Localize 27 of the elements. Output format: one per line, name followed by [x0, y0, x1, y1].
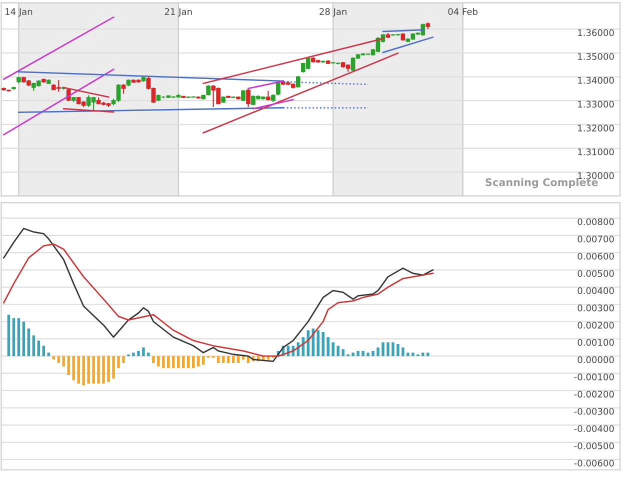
x-tick-label: 28 Jan [320, 8, 346, 17]
y-tick-label: 1.31000 [578, 148, 614, 156]
y-tick-label: 0.00100 [578, 339, 614, 346]
y-tick-label: -0.00200 [574, 390, 614, 398]
y-tick-label: 1.34000 [578, 76, 614, 84]
y-tick-label: -0.00300 [574, 408, 614, 415]
y-tick-label: 0.00200 [578, 322, 614, 329]
y-tick-label: 0.00700 [578, 236, 614, 242]
y-tick-label: 1.32000 [578, 124, 614, 132]
y-tick-label: 1.30000 [578, 172, 614, 180]
x-tick-label: 21 Jan [164, 8, 192, 17]
x-tick-label: 14 Jan [6, 8, 32, 17]
y-tick-label: 0.00800 [578, 218, 614, 226]
y-tick-label: 0.00400 [578, 287, 614, 294]
y-tick-label: 0.00500 [578, 270, 614, 277]
y-tick-label: 1.35000 [578, 53, 614, 60]
y-tick-label: -0.00600 [574, 460, 614, 467]
y-tick-label: -0.00500 [574, 442, 614, 450]
y-tick-label: 0.00300 [578, 304, 614, 312]
y-tick-label: -0.00400 [574, 425, 614, 432]
y-tick-label: 1.33000 [578, 100, 614, 108]
y-tick-label: 1.36000 [578, 29, 614, 36]
annotation: Scanning Complete [486, 178, 598, 188]
y-tick-label: 0.00600 [578, 252, 614, 260]
x-tick-label: 04 Feb [448, 8, 478, 16]
y-tick-label: 0.00000 [578, 356, 614, 364]
y-tick-label: -0.00100 [574, 373, 614, 380]
